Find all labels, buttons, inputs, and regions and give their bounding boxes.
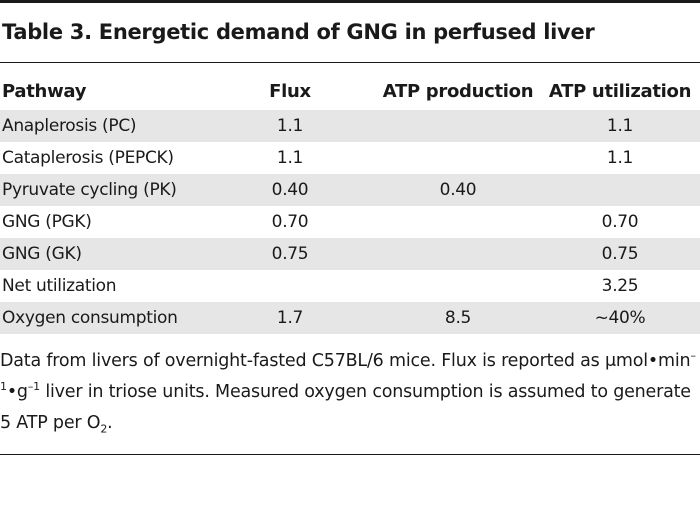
title-band: Table 3. Energetic demand of GNG in perf… [0,0,700,63]
footnote-text: Data from livers of overnight-fasted C57… [0,351,691,371]
pathway-cell: Pyruvate cycling (PK) [2,180,177,200]
flux-cell: 0.75 [271,244,309,264]
table-title: Table 3. Energetic demand of GNG in perf… [2,20,595,44]
flux-cell: 0.70 [271,212,309,232]
atp-production-cell: 0.40 [439,180,477,200]
atp-utilization-cell: 0.70 [601,212,639,232]
footnote-subscript: 2 [100,422,108,436]
table-row: Net utilization 3.25 [0,270,700,302]
column-header-pathway: Pathway [2,81,87,102]
pathway-cell: Oxygen consumption [2,308,178,328]
flux-cell: 0.40 [271,180,309,200]
atp-utilization-cell: 0.75 [601,244,639,264]
flux-cell [250,270,330,302]
atp-utilization-cell [548,174,692,206]
table-row: Oxygen consumption 1.7 8.5 ~40% [0,302,700,334]
table-row: Pyruvate cycling (PK) 0.40 0.40 [0,174,700,206]
title-rule [0,62,700,63]
table-footnote: Data from livers of overnight-fasted C57… [0,346,696,439]
atp-utilization-cell: 1.1 [606,116,634,136]
pathway-cell: Cataplerosis (PEPCK) [2,148,174,168]
flux-cell: 1.1 [276,148,304,168]
column-header-flux: Flux [269,81,311,102]
atp-utilization-cell: 1.1 [606,148,634,168]
table-row: GNG (PGK) 0.70 0.70 [0,206,700,238]
atp-production-cell [378,270,538,302]
table-row: Anaplerosis (PC) 1.1 1.1 [0,110,700,142]
footnote-superscript: –1 [0,349,696,394]
top-rule [0,0,700,3]
table-row: GNG (GK) 0.75 0.75 [0,238,700,270]
atp-production-cell [378,206,538,238]
pathway-cell: Anaplerosis (PC) [2,116,137,136]
table-row: Cataplerosis (PEPCK) 1.1 1.1 [0,142,700,174]
atp-production-cell [378,110,538,142]
flux-cell: 1.7 [276,308,304,328]
pathway-cell: GNG (PGK) [2,212,92,232]
pathway-cell: Net utilization [2,276,117,296]
flux-cell: 1.1 [276,116,304,136]
atp-utilization-cell: ~40% [594,308,646,328]
pathway-cell: GNG (GK) [2,244,82,264]
bottom-rule [0,454,700,455]
footnote-text: •g [6,382,28,402]
atp-production-cell: 8.5 [444,308,472,328]
column-header-atp-production: ATP production [382,81,534,102]
atp-production-cell [378,238,538,270]
atp-utilization-cell: 3.25 [601,276,639,296]
footnote-text: liver in triose units. Measured oxygen c… [0,382,691,433]
footnote-text: . [107,413,113,433]
atp-production-cell [378,142,538,174]
column-header-atp-utilization: ATP utilization [548,81,692,102]
data-table: Pathway Flux ATP production ATP utilizat… [0,74,700,334]
table-header-row: Pathway Flux ATP production ATP utilizat… [0,74,700,110]
footnote-superscript: –1 [27,380,40,394]
